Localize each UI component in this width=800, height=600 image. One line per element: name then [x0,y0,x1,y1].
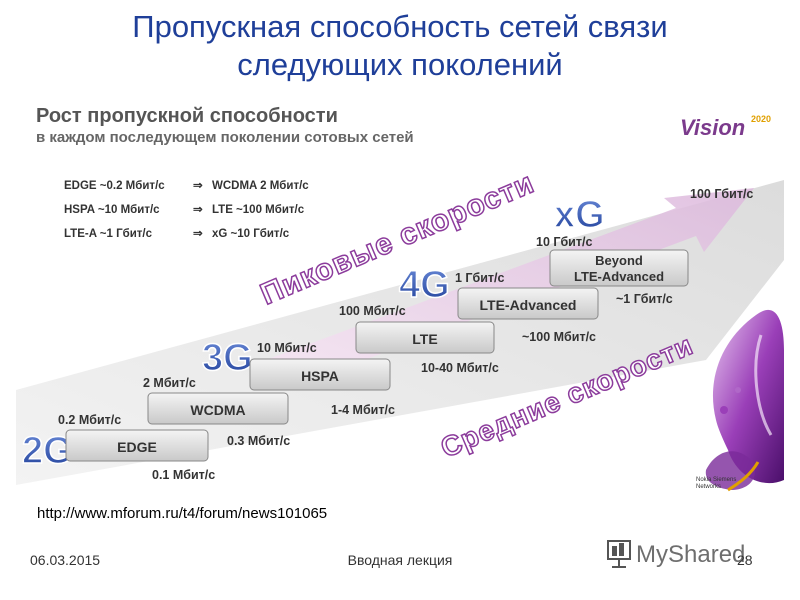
generation-label-xg: xG [554,194,605,236]
footer-date: 06.03.2015 [30,552,101,568]
splash-decoration [705,309,784,490]
avg-speed-lte: 10-40 Мбит/с [421,361,499,375]
tech-box-edge: EDGE [65,429,209,462]
myshared-logo-text: MyShared [636,541,745,568]
slide-title-line-2: следующих поколений [237,47,563,82]
tech-box-beyond-label-line-2: LTE-Advanced [574,269,664,284]
tech-box-edge-label: EDGE [117,439,157,455]
nsn-logo-line-1: Nokia Siemens [696,477,736,483]
slide-title: Пропускная способность сетей связи следу… [0,8,800,84]
tech-box-beyond-lte-advanced: Beyond LTE-Advanced [549,249,689,287]
bandwidth-growth-diagram: Рост пропускной способности в каждом пос… [16,90,784,495]
legend-row-1-from: EDGE ~0.2 Мбит/с [64,180,165,192]
legend-row-2-arrow: ⇒ [193,204,203,216]
legend-row-3-from: LTE-A ~1 Гбит/с [64,228,153,240]
avg-speed-beyond: ~1 Гбит/с [616,292,673,306]
nsn-logo-line-2: Networks [696,484,721,490]
nsn-logo: Nokia Siemens Networks [696,461,760,492]
legend-row-2-from: HSPA ~10 Мбит/с [64,204,160,216]
footer-lecture-title: Вводная лекция [347,552,453,568]
generation-label-4g: 4G [399,264,450,306]
avg-speed-hspa: 1-4 Мбит/с [331,403,395,417]
tech-box-wcdma: WCDMA [147,392,289,425]
legend-row-3-to: xG ~10 Гбит/с [212,228,290,240]
tech-box-lte-label: LTE [412,331,437,347]
legend-row-3-arrow: ⇒ [193,228,203,240]
legend-row-1-to: WCDMA 2 Мбит/с [212,180,309,192]
generation-label-2g: 2G [22,430,73,472]
tech-box-hspa-label: HSPA [301,368,339,384]
peak-speed-lte: 100 Мбит/с [339,304,406,318]
peak-speed-hspa: 10 Мбит/с [257,341,317,355]
tech-box-lte-advanced: LTE-Advanced [457,287,599,320]
tech-box-wcdma-label: WCDMA [190,402,245,418]
peak-speed-beyond: 10 Гбит/с [536,235,592,249]
tech-box-lte-advanced-label: LTE-Advanced [480,297,577,313]
avg-speed-lte-advanced: ~100 Мбит/с [522,330,596,344]
page-number: 28 [737,552,753,568]
vision-logo-text: Vision [680,115,745,140]
source-url[interactable]: http://www.mforum.ru/t4/forum/news101065 [37,505,328,522]
myshared-logo: MyShared [607,540,745,568]
legend-row-2-to: LTE ~100 Мбит/с [212,204,305,216]
avg-speed-edge: 0.1 Мбит/с [152,468,215,482]
vision-logo-year: 2020 [751,114,771,124]
slide-title-line-1: Пропускная способность сетей связи [132,9,668,44]
tech-box-lte: LTE [355,321,495,354]
tech-box-beyond-label-line-1: Beyond [595,253,643,268]
peak-speed-lte-advanced: 1 Гбит/с [455,271,505,285]
peak-speed-wcdma: 2 Мбит/с [143,376,196,390]
generation-label-3g: 3G [202,337,253,379]
peak-speed-top: 100 Гбит/с [690,187,753,201]
presentation-icon [607,540,631,568]
diagram-header-line-2: в каждом последующем поколении сотовых с… [36,129,414,146]
speed-legend: EDGE ~0.2 Мбит/с ⇒ WCDMA 2 Мбит/с HSPA ~… [64,180,309,240]
legend-row-1-arrow: ⇒ [193,180,203,192]
avg-speed-wcdma: 0.3 Мбит/с [227,434,290,448]
vision-2020-logo: Vision 2020 [680,114,771,140]
diagram-header-line-1: Рост пропускной способности [36,105,338,127]
tech-box-hspa: HSPA [249,358,391,391]
peak-speed-edge: 0.2 Мбит/с [58,413,121,427]
